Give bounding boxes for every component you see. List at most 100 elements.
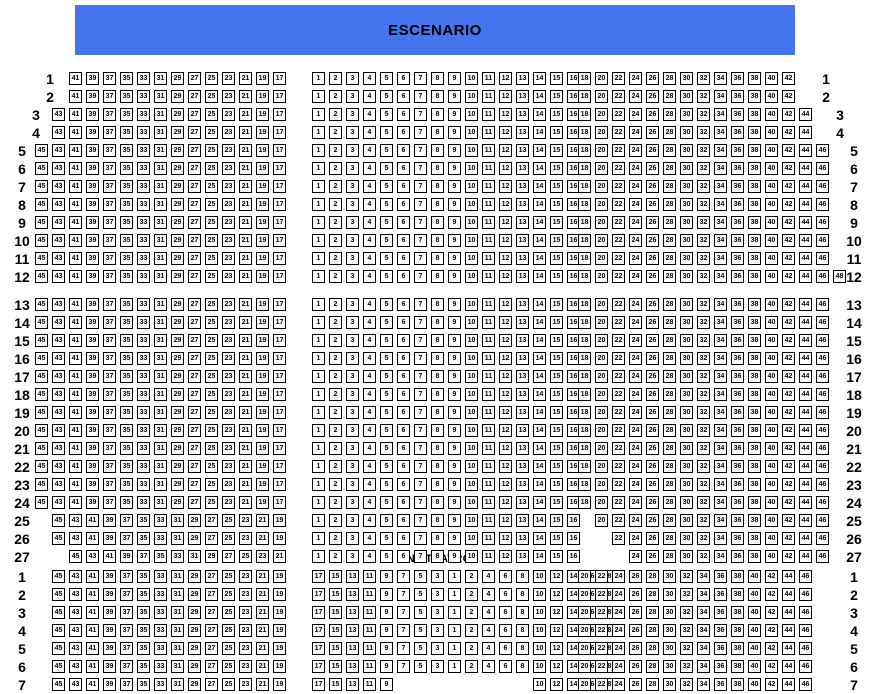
seat[interactable]: 8 (431, 144, 444, 157)
seat[interactable]: 8 (431, 162, 444, 175)
seat[interactable]: 13 (516, 234, 529, 247)
seat[interactable]: 10 (465, 234, 478, 247)
seat[interactable]: 15 (550, 162, 563, 175)
seat[interactable]: 6 (397, 216, 410, 229)
seat[interactable]: 17 (312, 660, 325, 673)
seat[interactable]: 44 (799, 180, 812, 193)
seat[interactable]: 5 (380, 90, 393, 103)
seat[interactable]: 30 (680, 316, 693, 329)
seat[interactable]: 1 (312, 424, 325, 437)
seat[interactable]: 20 (595, 334, 608, 347)
seat[interactable]: 30 (680, 478, 693, 491)
seat[interactable]: 39 (86, 108, 99, 121)
seat[interactable]: 8 (431, 550, 444, 563)
seat[interactable]: 29 (188, 606, 201, 619)
seat[interactable]: 44 (799, 162, 812, 175)
seat[interactable]: 27 (205, 606, 218, 619)
seat[interactable]: 21 (239, 460, 252, 473)
seat[interactable]: 46 (816, 370, 829, 383)
seat[interactable]: 43 (69, 532, 82, 545)
seat[interactable]: 21 (239, 352, 252, 365)
seat[interactable]: 13 (516, 316, 529, 329)
seat[interactable]: 18 (578, 126, 591, 139)
seat[interactable]: 24 (612, 678, 625, 691)
seat[interactable]: 8 (431, 298, 444, 311)
seat[interactable]: 9 (448, 234, 461, 247)
seat[interactable]: 45 (52, 642, 65, 655)
seat[interactable]: 3 (346, 388, 359, 401)
seat[interactable]: 19 (256, 72, 269, 85)
seat[interactable]: 34 (714, 298, 727, 311)
seat[interactable]: 40 (765, 126, 778, 139)
seat[interactable]: 7 (397, 570, 410, 583)
seat[interactable]: 35 (120, 352, 133, 365)
seat[interactable]: 23 (222, 144, 235, 157)
seat[interactable]: 9 (380, 678, 393, 691)
seat[interactable]: 19 (256, 388, 269, 401)
seat[interactable]: 5 (380, 424, 393, 437)
seat[interactable]: 31 (171, 570, 184, 583)
seat[interactable]: 28 (663, 424, 676, 437)
seat[interactable]: 18 (578, 442, 591, 455)
seat[interactable]: 26 (629, 678, 642, 691)
seat[interactable]: 46 (799, 678, 812, 691)
seat[interactable]: 25 (205, 270, 218, 283)
seat[interactable]: 9 (448, 352, 461, 365)
seat[interactable]: 5 (380, 270, 393, 283)
seat[interactable]: 31 (154, 216, 167, 229)
seat[interactable]: 42 (782, 370, 795, 383)
seat[interactable]: 9 (448, 90, 461, 103)
seat[interactable]: 2 (329, 72, 342, 85)
seat[interactable]: 28 (663, 270, 676, 283)
seat[interactable]: 27 (188, 216, 201, 229)
seat[interactable]: 36 (731, 252, 744, 265)
seat[interactable]: 13 (516, 108, 529, 121)
seat[interactable]: 34 (697, 606, 710, 619)
seat[interactable]: 46 (816, 550, 829, 563)
seat[interactable]: 9 (448, 72, 461, 85)
seat[interactable]: 30 (680, 234, 693, 247)
seat[interactable]: 25 (222, 532, 235, 545)
seat[interactable]: 23 (222, 108, 235, 121)
seat[interactable]: 38 (748, 550, 761, 563)
seat[interactable]: 36 (731, 234, 744, 247)
seat[interactable]: 15 (550, 234, 563, 247)
seat[interactable]: 1 (312, 144, 325, 157)
seat[interactable]: 17 (312, 606, 325, 619)
seat[interactable]: 25 (205, 144, 218, 157)
seat[interactable]: 4 (482, 588, 495, 601)
seat[interactable]: 28 (663, 316, 676, 329)
seat[interactable]: 19 (273, 660, 286, 673)
seat[interactable]: 12 (499, 234, 512, 247)
seat[interactable]: 22 (612, 406, 625, 419)
seat[interactable]: 17 (273, 198, 286, 211)
seat[interactable]: 46 (816, 298, 829, 311)
seat[interactable]: 3 (346, 198, 359, 211)
seat[interactable]: 20 (595, 162, 608, 175)
seat[interactable]: 6 (397, 532, 410, 545)
seat[interactable]: 34 (714, 90, 727, 103)
seat[interactable]: 20 (595, 180, 608, 193)
seat[interactable]: 2 (329, 216, 342, 229)
seat[interactable]: 30 (680, 90, 693, 103)
seat[interactable]: 12 (499, 144, 512, 157)
seat[interactable]: 32 (697, 270, 710, 283)
seat[interactable]: 39 (86, 406, 99, 419)
seat[interactable]: 24 (629, 478, 642, 491)
seat[interactable]: 13 (516, 460, 529, 473)
seat[interactable]: 10 (533, 606, 546, 619)
seat[interactable]: 37 (120, 624, 133, 637)
seat[interactable]: 19 (256, 270, 269, 283)
seat[interactable]: 29 (171, 126, 184, 139)
seat[interactable]: 45 (35, 352, 48, 365)
seat[interactable]: 27 (188, 406, 201, 419)
seat[interactable]: 6 (397, 180, 410, 193)
seat[interactable]: 21 (239, 180, 252, 193)
seat[interactable]: 42 (782, 72, 795, 85)
seat[interactable]: 30 (680, 126, 693, 139)
seat[interactable]: 9 (448, 216, 461, 229)
seat[interactable]: 32 (697, 442, 710, 455)
seat[interactable]: 10 (465, 496, 478, 509)
seat[interactable]: 38 (731, 660, 744, 673)
seat[interactable]: 10 (465, 108, 478, 121)
